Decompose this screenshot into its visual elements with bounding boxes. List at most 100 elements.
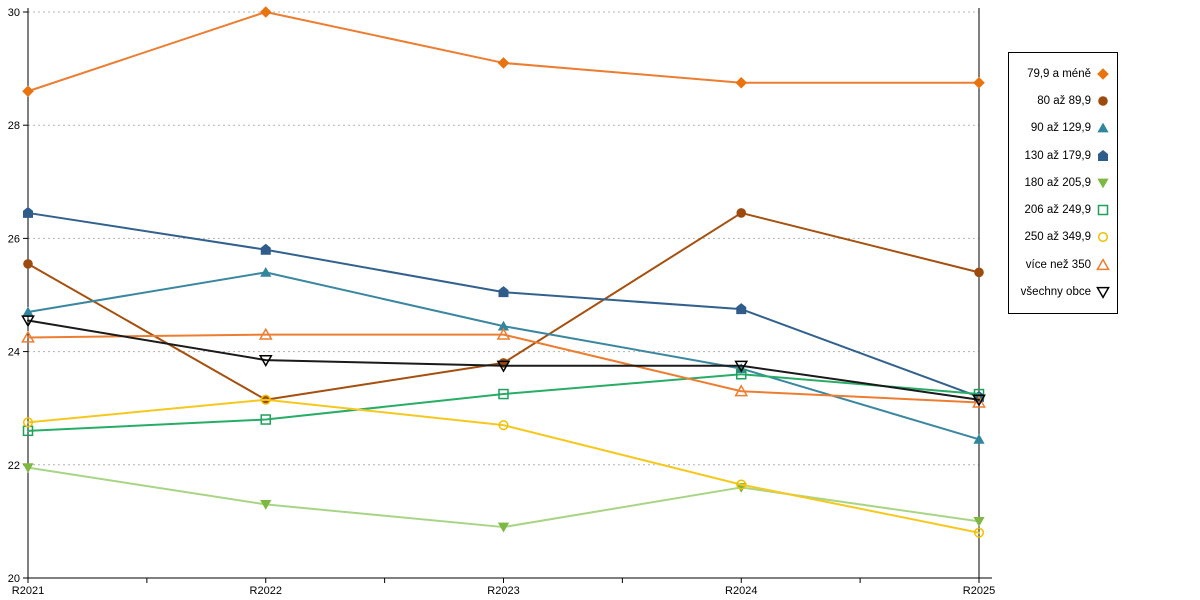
triangle-up-marker-icon	[973, 433, 985, 444]
legend-marker-icon	[1097, 67, 1109, 80]
triangle-down-marker-icon	[1097, 178, 1109, 189]
diamond-marker-icon	[259, 6, 272, 18]
triangle-up-marker-icon	[497, 320, 510, 331]
legend-label: 250 až 349,9	[1024, 231, 1091, 244]
open-triangle-down-marker-icon	[734, 360, 749, 373]
open-square-marker-icon	[1097, 204, 1109, 216]
legend-item: 250 až 349,9	[1013, 224, 1110, 251]
triangle-up-marker-icon	[260, 266, 272, 277]
legend-item: 79,9 a méně	[1013, 60, 1110, 87]
open-circle-marker-icon	[1097, 232, 1109, 243]
pentagon-marker-icon	[498, 286, 509, 298]
open-circle-marker-icon	[22, 417, 34, 428]
legend-item: 206 až 249,9	[1013, 196, 1110, 223]
legend-label: 79,9 a méně	[1027, 67, 1091, 80]
legend-item: všechny obce	[1013, 278, 1110, 305]
series-6-line	[27, 398, 980, 534]
triangle-down-marker-icon	[973, 517, 985, 527]
open-triangle-up-marker-icon	[496, 327, 511, 340]
open-triangle-up-marker-icon	[21, 330, 35, 343]
x-axis-tick-label: R2023	[487, 585, 519, 597]
series-7-line	[27, 333, 980, 404]
triangle-down-marker-icon	[22, 463, 34, 474]
open-triangle-up-marker-icon	[258, 327, 273, 340]
open-triangle-up-marker-icon	[734, 384, 749, 397]
series-0	[22, 6, 985, 98]
legend-label: 206 až 249,9	[1024, 204, 1091, 217]
x-axis-tick-label: R2021	[12, 585, 44, 597]
legend-item: 180 až 205,9	[1013, 169, 1110, 196]
diamond-marker-icon	[1097, 67, 1109, 80]
series-0-line	[27, 11, 980, 93]
diamond-marker-icon	[22, 85, 34, 98]
y-axis-tick-label: 26	[8, 233, 20, 245]
series-8	[21, 315, 986, 407]
open-square-marker-icon	[498, 388, 509, 400]
legend-marker-icon	[1097, 232, 1109, 243]
open-circle-marker-icon	[498, 420, 509, 431]
open-triangle-down-marker-icon	[1096, 286, 1110, 299]
legend-item: 90 až 129,9	[1013, 115, 1110, 142]
y-axis-tick-label: 30	[8, 7, 20, 19]
legend-label: 180 až 205,9	[1024, 176, 1091, 189]
y-axis-tick-label: 28	[8, 120, 20, 132]
series-2-line	[27, 271, 980, 441]
open-triangle-down-marker-icon	[258, 354, 273, 368]
open-triangle-up-marker-icon	[972, 395, 986, 408]
legend-label: 130 až 179,9	[1024, 149, 1091, 162]
open-triangle-down-marker-icon	[972, 394, 986, 407]
pentagon-marker-icon	[736, 303, 747, 315]
y-axis-tick-label: 24	[8, 347, 20, 359]
open-circle-marker-icon	[736, 479, 747, 490]
legend-item: více než 350	[1013, 251, 1110, 278]
pentagon-marker-icon	[1098, 149, 1108, 161]
diamond-marker-icon	[973, 76, 985, 89]
circle-marker-icon	[1098, 96, 1108, 106]
open-triangle-down-marker-icon	[21, 315, 35, 328]
legend-marker-icon	[1098, 96, 1108, 106]
circle-marker-icon	[974, 267, 984, 278]
y-axis-tick-label: 20	[8, 573, 20, 585]
series-1	[23, 208, 984, 405]
legend-label: více než 350	[1025, 258, 1091, 271]
triangle-up-marker-icon	[1097, 122, 1109, 133]
triangle-down-marker-icon	[497, 522, 510, 533]
open-circle-marker-icon	[973, 527, 985, 538]
x-axis-tick-label: R2022	[250, 585, 282, 597]
legend: 79,9 a méně 80 až 89,9 90 až 129,9 130 až 1…	[1008, 52, 1118, 314]
series-8-line	[27, 319, 980, 401]
series-7	[21, 327, 986, 408]
legend-marker-icon	[1098, 149, 1108, 161]
circle-marker-icon	[23, 259, 33, 269]
series-5	[22, 368, 985, 437]
series-2	[22, 266, 985, 444]
legend-label: všechny obce	[1020, 286, 1091, 299]
diamond-marker-icon	[735, 76, 748, 89]
triangle-up-marker-icon	[735, 363, 747, 373]
triangle-up-marker-icon	[22, 306, 34, 317]
open-square-marker-icon	[260, 414, 271, 425]
series-5-line	[27, 373, 980, 432]
open-triangle-up-marker-icon	[1096, 257, 1110, 270]
legend-marker-icon	[1096, 286, 1110, 299]
legend-marker-icon	[1097, 178, 1109, 189]
legend-label: 80 až 89,9	[1037, 94, 1091, 107]
pentagon-marker-icon	[260, 243, 271, 255]
series-4	[22, 463, 985, 533]
y-axis-tick-label: 22	[8, 460, 20, 472]
x-axis-tick-label: R2025	[963, 585, 995, 597]
triangle-down-marker-icon	[260, 500, 272, 510]
open-circle-marker-icon	[260, 394, 271, 405]
series-4-line	[27, 466, 980, 529]
legend-label: 90 až 129,9	[1030, 122, 1091, 135]
open-triangle-down-marker-icon	[496, 360, 511, 373]
pentagon-marker-icon	[23, 206, 33, 218]
legend-marker-icon	[1097, 122, 1109, 133]
legend-marker-icon	[1096, 257, 1110, 270]
x-axis-tick-label: R2024	[725, 585, 757, 597]
series-6	[22, 394, 985, 538]
legend-item: 130 až 179,9	[1013, 142, 1110, 169]
legend-marker-icon	[1097, 204, 1109, 216]
